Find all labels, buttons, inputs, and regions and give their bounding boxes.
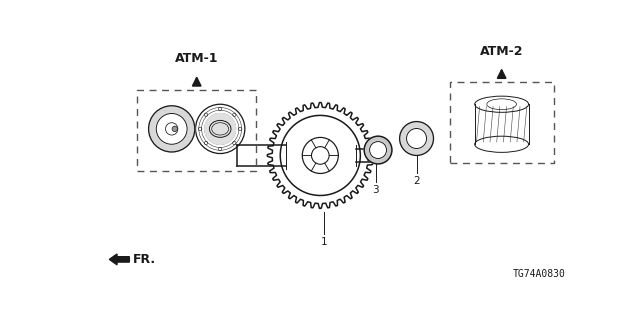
Polygon shape xyxy=(148,106,195,152)
Polygon shape xyxy=(399,122,433,156)
Polygon shape xyxy=(205,114,236,144)
Text: 3: 3 xyxy=(372,186,379,196)
Polygon shape xyxy=(369,141,387,158)
Text: ATM-1: ATM-1 xyxy=(175,52,218,65)
Polygon shape xyxy=(156,114,187,144)
Circle shape xyxy=(172,126,177,132)
Text: TG74A0830: TG74A0830 xyxy=(512,269,565,279)
Polygon shape xyxy=(406,129,427,148)
Text: 1: 1 xyxy=(321,237,328,247)
Text: ATM-2: ATM-2 xyxy=(480,45,524,58)
Polygon shape xyxy=(364,136,392,164)
FancyArrow shape xyxy=(109,254,129,265)
Text: FR.: FR. xyxy=(132,253,156,266)
Text: 2: 2 xyxy=(413,176,420,186)
